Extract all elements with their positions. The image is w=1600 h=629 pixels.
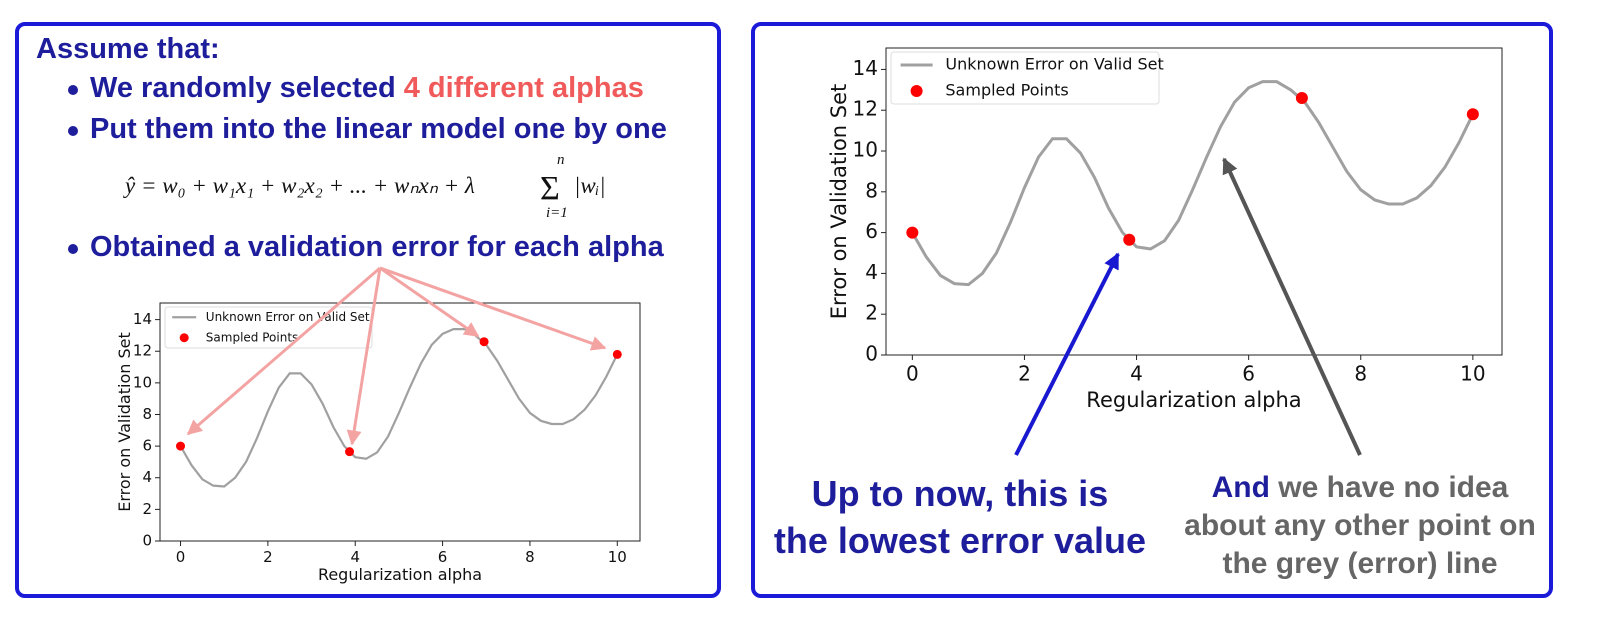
bullet-text: Put them into the linear model one by on…: [90, 113, 667, 145]
arrow: [1014, 252, 1120, 456]
text: We randomly selected: [90, 72, 404, 104]
x-tick-label: 10: [608, 548, 627, 566]
sum-lower: i=1: [546, 205, 568, 221]
legend-label: Sampled Points: [945, 81, 1068, 100]
note-line: Up to now, this is: [811, 473, 1109, 514]
plot-frame: [885, 47, 1503, 356]
arrow: [346, 267, 382, 446]
highlight: 4 different alphas: [403, 72, 644, 104]
y-tick-label: 14: [853, 56, 878, 80]
x-axis-label: Regularization alpha: [318, 565, 482, 584]
left-panel: [15, 22, 721, 598]
x-tick-label: 4: [1130, 362, 1143, 386]
y-tick-label: 2: [142, 500, 152, 518]
x-tick-label: 8: [525, 548, 535, 566]
legend-swatch: [910, 85, 923, 97]
y-tick-label: 8: [865, 178, 878, 202]
bullet-text: We randomly selected 4 different alphas: [90, 72, 644, 105]
formula-body: ŷ = w₀ + w₁x₁ + w₂x₂ + ... + wₙxₙ + λ: [125, 173, 475, 198]
legend-label: Unknown Error on Valid Set: [945, 55, 1163, 74]
arrow: [1222, 157, 1362, 456]
formula-tail: |wᵢ|: [574, 173, 606, 198]
legend-box: [890, 51, 1160, 105]
note-line: about any other point on: [1184, 509, 1536, 542]
legend-label: Unknown Error on Valid Set: [206, 310, 370, 324]
plot-frame: [159, 302, 641, 542]
sampled-point: [1123, 233, 1136, 246]
bullet: [68, 244, 78, 254]
sum-upper: n: [557, 152, 565, 168]
legend-swatch: [179, 333, 189, 343]
x-tick-label: 6: [438, 548, 448, 566]
y-tick-label: 12: [133, 342, 152, 360]
y-tick-label: 0: [142, 532, 152, 550]
arrow: [379, 266, 607, 351]
sampled-point: [479, 337, 489, 347]
note: And we have no idea about any other point…: [1170, 469, 1550, 583]
x-axis-label: Regularization alpha: [1086, 388, 1301, 412]
y-tick-label: 10: [133, 373, 152, 391]
sampled-point: [1295, 91, 1308, 104]
legend-label: Sampled Points: [206, 330, 298, 344]
y-tick-label: 4: [865, 260, 878, 284]
y-tick-label: 6: [865, 219, 878, 243]
right-panel: [751, 22, 1553, 598]
y-axis-label: Error on Validation Set: [115, 332, 134, 511]
y-tick-label: 12: [853, 97, 878, 121]
x-tick-label: 8: [1354, 362, 1367, 386]
x-tick-label: 2: [263, 548, 273, 566]
x-tick-label: 6: [1242, 362, 1255, 386]
bullet: [68, 126, 78, 136]
note-line: the grey (error) line: [1222, 547, 1498, 580]
x-tick-label: 2: [1018, 362, 1031, 386]
y-tick-label: 6: [142, 437, 152, 455]
y-tick-label: 14: [133, 310, 152, 328]
sampled-point: [345, 447, 355, 457]
x-tick-label: 0: [176, 548, 186, 566]
sampled-point: [612, 349, 622, 359]
arrow: [379, 266, 480, 338]
heading: Assume that:: [36, 33, 220, 65]
sampled-point: [906, 226, 919, 239]
y-tick-label: 8: [142, 405, 152, 423]
x-tick-label: 0: [906, 362, 919, 386]
lead: And: [1211, 471, 1270, 504]
error-line: [179, 327, 619, 488]
bullet-text: Obtained a validation error for each alp…: [90, 231, 664, 263]
note-line: the lowest error value: [773, 520, 1147, 561]
note-line: And we have no idea: [1170, 469, 1550, 507]
y-tick-label: 10: [853, 138, 878, 162]
note: Up to now, this is the lowest error value: [760, 470, 1160, 564]
x-tick-label: 4: [350, 548, 360, 566]
error-line: [911, 80, 1475, 287]
arrow: [186, 266, 381, 436]
y-tick-label: 4: [142, 468, 152, 486]
y-axis-label: Error on Validation Set: [827, 84, 851, 320]
y-tick-label: 2: [865, 301, 878, 325]
sum-sign: Σ: [540, 170, 560, 207]
x-tick-label: 10: [1460, 362, 1485, 386]
bullet: [68, 85, 78, 95]
formula: ŷ = w₀ + w₁x₁ + w₂x₂ + ... + wₙxₙ + λ: [125, 173, 475, 199]
y-tick-label: 0: [865, 342, 878, 366]
sampled-point: [1466, 108, 1479, 121]
arrows: [186, 157, 1362, 456]
grey-text: we have no idea: [1278, 471, 1509, 504]
sampled-point: [176, 441, 186, 451]
